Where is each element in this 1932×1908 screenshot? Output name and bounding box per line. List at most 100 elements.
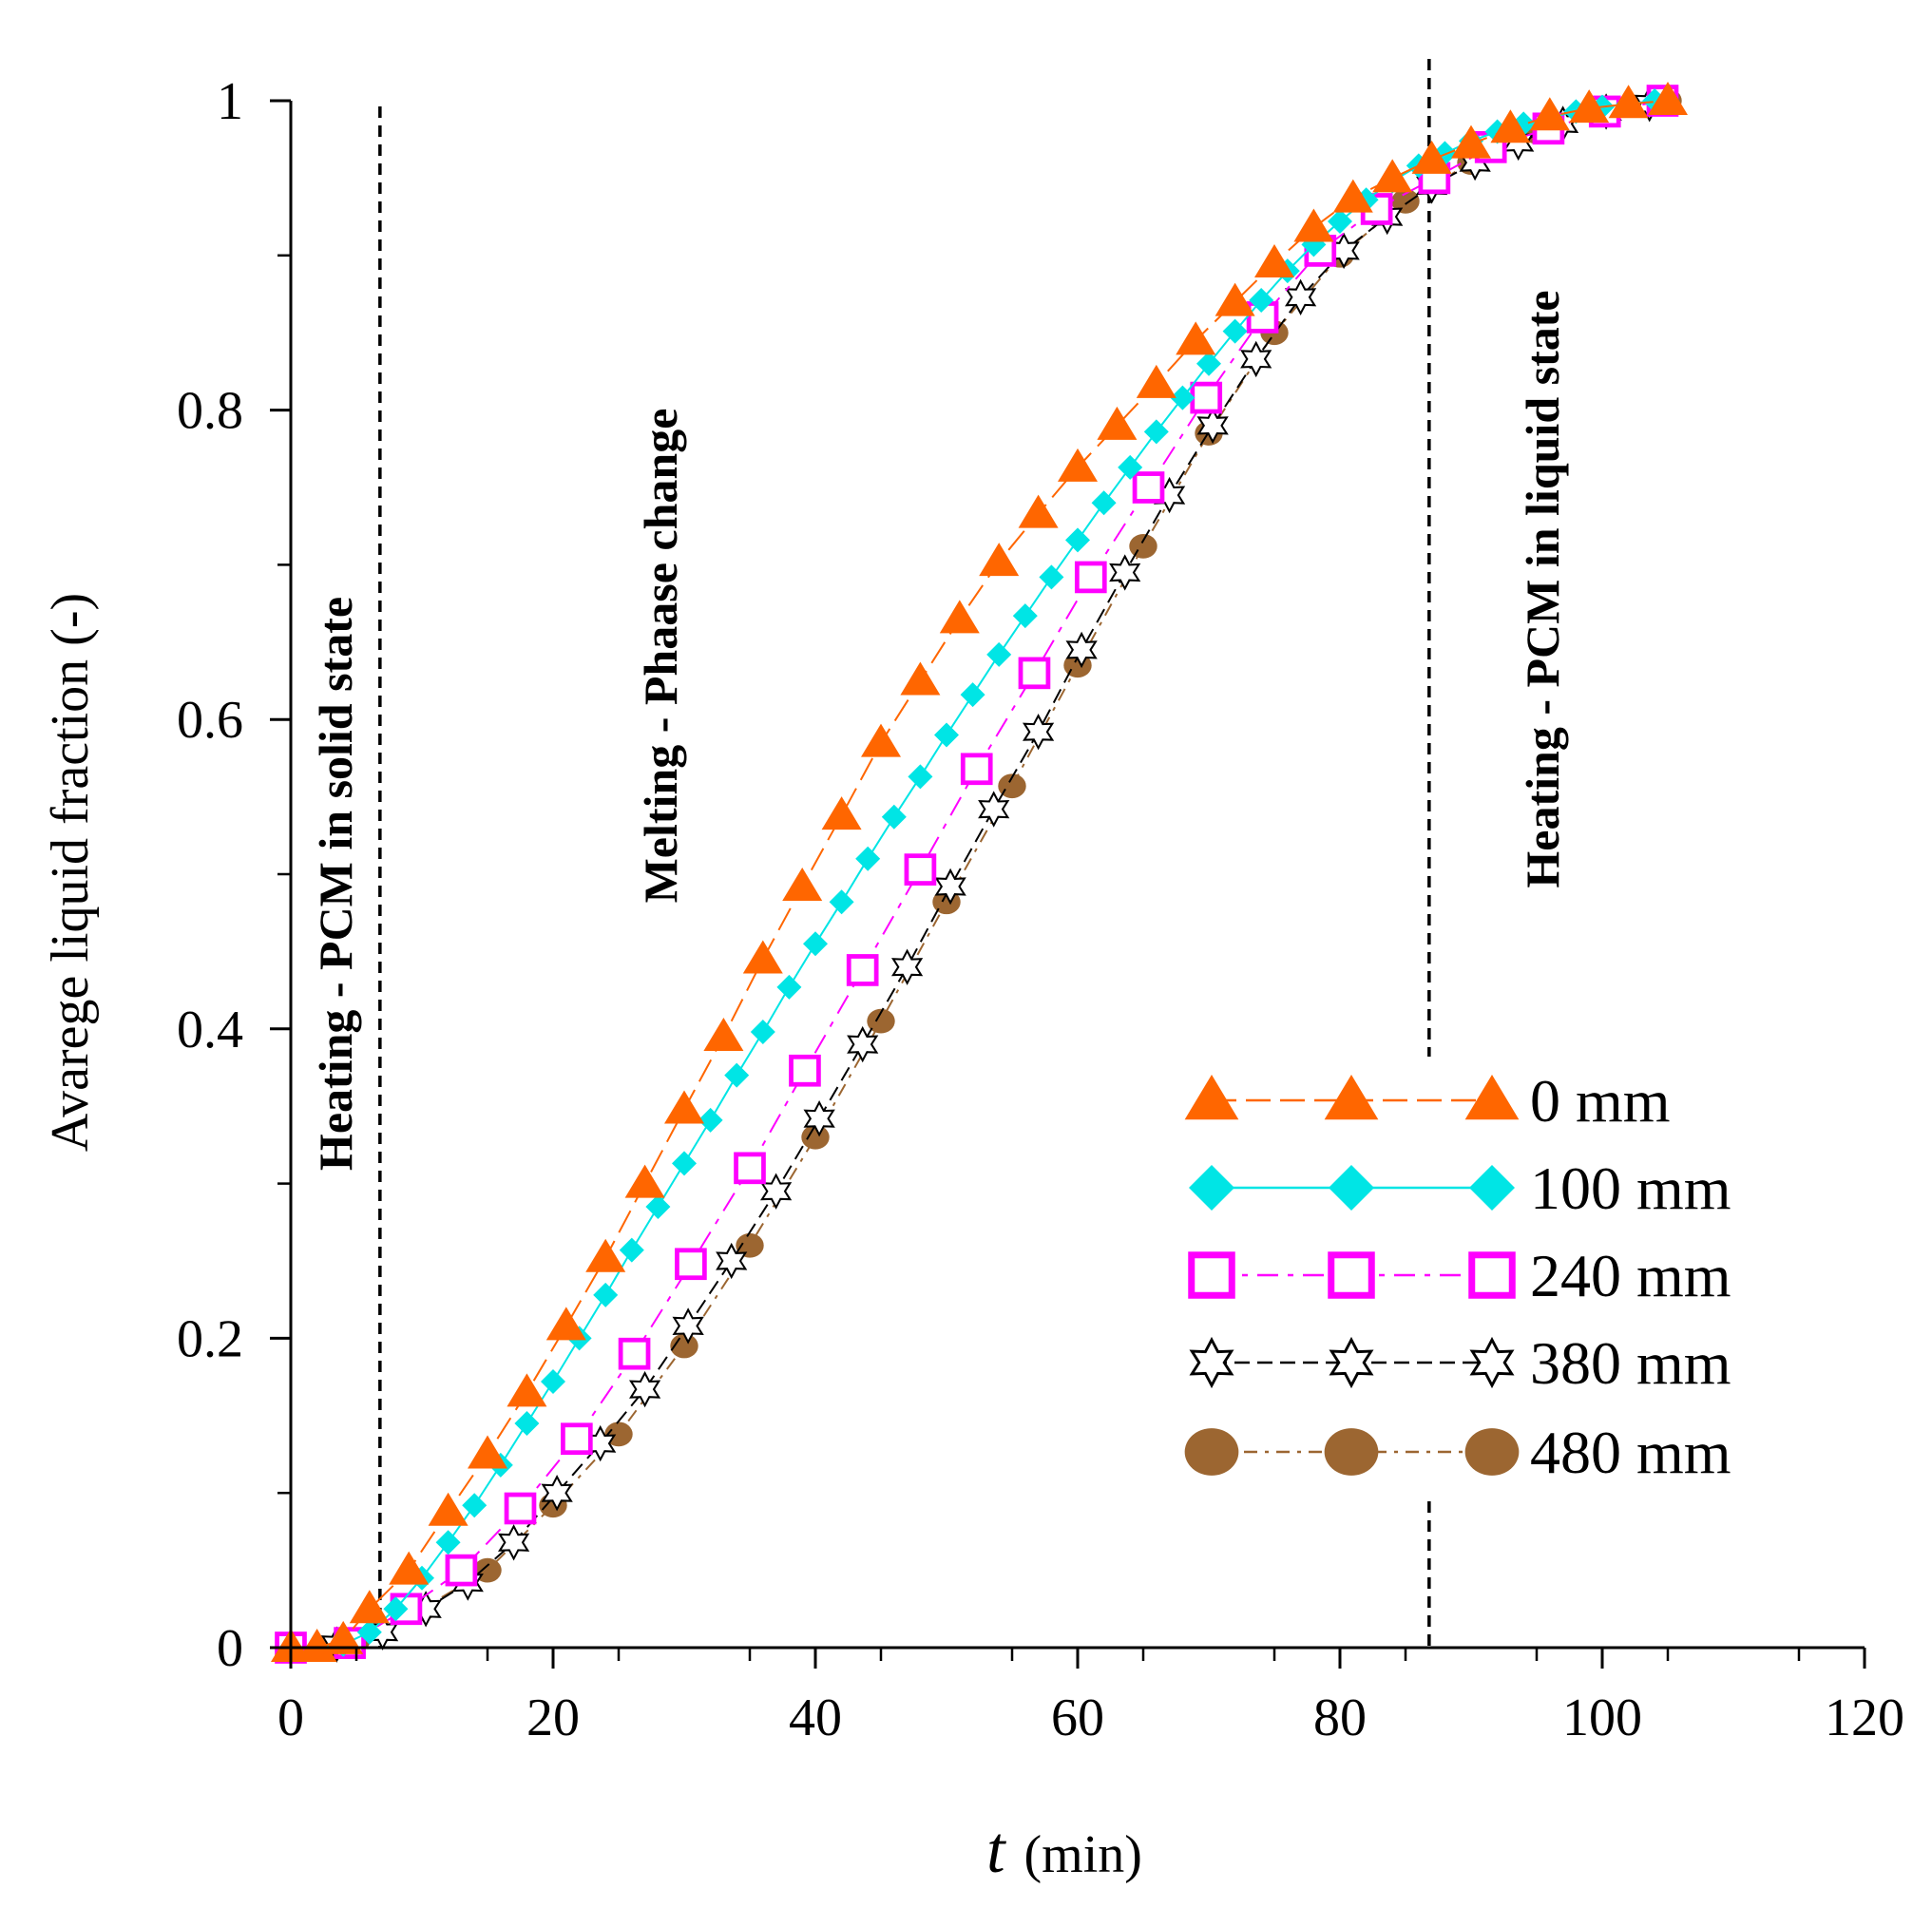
data-point — [900, 661, 941, 696]
data-point — [881, 804, 907, 830]
data-point — [504, 1492, 537, 1525]
x-axis-unit: (min) — [1024, 1825, 1142, 1884]
data-point — [1293, 208, 1334, 242]
x-axis-title: t (min) — [986, 1814, 1142, 1887]
data-point — [1018, 494, 1059, 528]
data-point — [861, 723, 901, 757]
data-point — [1391, 188, 1420, 214]
legend-marker — [1324, 1075, 1379, 1120]
data-point — [1372, 159, 1413, 193]
data-point — [1254, 243, 1294, 277]
data-point — [1240, 340, 1272, 378]
phase-label-melting: Melting - Phaase change — [634, 409, 687, 904]
legend-entry: 380 mm — [1189, 1329, 1731, 1397]
data-point — [1018, 657, 1051, 690]
data-point — [998, 773, 1026, 799]
data-point — [628, 1370, 661, 1408]
data-point — [585, 1238, 626, 1272]
data-point — [1529, 97, 1570, 131]
data-point — [1490, 109, 1531, 143]
data-point — [716, 1242, 748, 1280]
data-point — [468, 1435, 507, 1469]
data-point — [750, 1020, 775, 1045]
data-point — [1065, 631, 1098, 669]
data-point — [1328, 208, 1352, 234]
data-point — [736, 1232, 764, 1258]
series-380-mm — [275, 86, 1666, 1667]
data-point — [1648, 82, 1688, 115]
legend-marker — [1469, 1336, 1515, 1389]
data-point — [759, 1173, 793, 1210]
data-point — [645, 1194, 671, 1220]
data-point — [1222, 318, 1248, 344]
legend-entry: 480 mm — [1184, 1419, 1731, 1486]
x-tick-label: 40 — [789, 1689, 842, 1747]
data-point — [1012, 603, 1038, 629]
data-point — [1136, 364, 1176, 398]
x-tick-label: 60 — [1051, 1689, 1104, 1747]
x-axis-variable: t — [986, 1814, 1006, 1887]
data-point — [1190, 381, 1223, 414]
data-point — [428, 1492, 469, 1526]
data-point — [1058, 448, 1098, 482]
data-point — [960, 753, 993, 786]
data-point — [1249, 288, 1274, 314]
data-point — [1065, 527, 1090, 553]
data-point — [672, 1307, 704, 1345]
data-point — [724, 1062, 750, 1088]
x-tick-label: 100 — [1562, 1689, 1642, 1747]
data-point — [698, 1107, 723, 1133]
data-point — [664, 1090, 704, 1124]
data-point — [979, 543, 1020, 577]
x-tick-label: 0 — [277, 1689, 304, 1747]
series-line — [290, 103, 1650, 1649]
data-point — [670, 1333, 698, 1359]
x-tick-label: 120 — [1825, 1689, 1904, 1747]
legend-marker — [1324, 1428, 1379, 1476]
legend-marker — [1189, 1336, 1234, 1389]
data-point — [497, 1524, 530, 1561]
phase-label-liquid: Heating - PCM in liquid state — [1516, 290, 1569, 887]
y-tick-label: 0.8 — [177, 382, 243, 441]
legend-label: 480 mm — [1530, 1419, 1731, 1486]
data-point — [960, 682, 985, 708]
data-point — [624, 1164, 665, 1198]
data-point — [1170, 385, 1196, 410]
data-point — [1215, 282, 1255, 316]
data-point — [435, 1530, 461, 1555]
data-point — [445, 1554, 478, 1587]
y-tick-label: 0.2 — [177, 1309, 243, 1368]
data-point — [349, 1590, 390, 1624]
data-point — [389, 1551, 430, 1585]
data-point — [541, 1474, 573, 1512]
data-point — [507, 1373, 547, 1407]
data-point — [855, 846, 881, 871]
y-tick-label: 0.4 — [177, 1001, 243, 1059]
phase-label-solid: Heating - PCM in solid state — [309, 597, 362, 1171]
legend-label: 100 mm — [1530, 1154, 1731, 1222]
data-point — [462, 1493, 488, 1518]
series-line — [291, 100, 1669, 1649]
legend-entry: 0 mm — [1184, 1067, 1671, 1135]
series-240-mm — [275, 85, 1679, 1664]
data-point — [1074, 561, 1107, 594]
data-point — [703, 1017, 744, 1051]
data-point — [829, 889, 854, 915]
y-tick-label: 0.6 — [177, 691, 243, 750]
legend-marker — [1464, 1075, 1520, 1120]
data-point — [801, 1124, 830, 1150]
data-point — [908, 764, 933, 790]
data-point — [934, 722, 959, 748]
legend-marker — [1188, 1251, 1235, 1299]
data-point — [1118, 454, 1143, 480]
data-point — [782, 868, 823, 902]
data-point — [847, 1025, 879, 1063]
legend-label: 380 mm — [1530, 1329, 1731, 1397]
data-point — [383, 1596, 409, 1622]
legend-marker — [1184, 1428, 1239, 1476]
data-point — [593, 1282, 619, 1307]
legend-marker — [1469, 1165, 1515, 1211]
legend-marker — [1468, 1251, 1516, 1299]
x-tick-label: 80 — [1313, 1689, 1367, 1747]
